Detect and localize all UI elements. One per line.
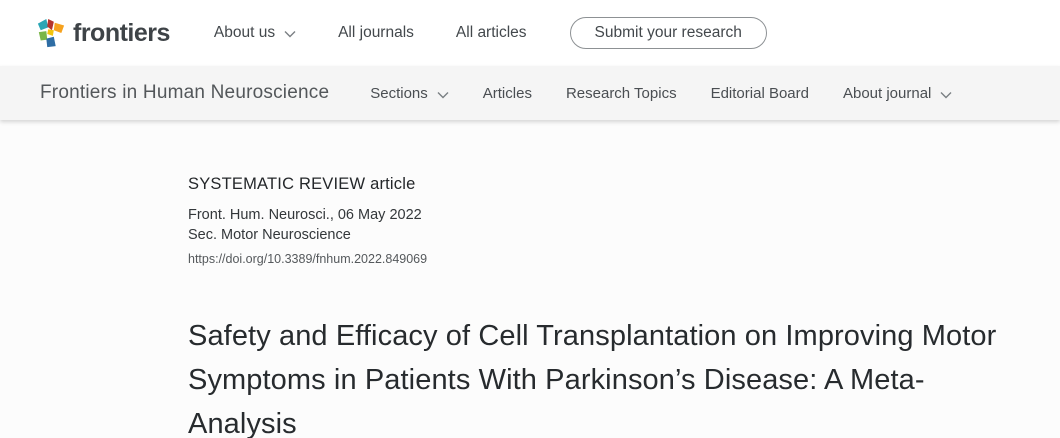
article-type: SYSTEMATIC REVIEW article — [188, 175, 1060, 194]
nav-item-about-us[interactable]: About us — [214, 23, 296, 43]
nav-item-label: Research Topics — [565, 84, 677, 102]
journal-nav-editorial-board[interactable]: Editorial Board — [711, 85, 809, 102]
article-title: Safety and Efficacy of Cell Transplantat… — [188, 320, 997, 438]
nav-item-label: Sections — [370, 84, 428, 102]
nav-item-all-journals[interactable]: All journals — [338, 24, 414, 42]
article-type-label: SYSTEMATIC REVIEW — [188, 175, 366, 193]
article-type-suffix: article — [370, 175, 416, 193]
journal-nav-articles[interactable]: Articles — [483, 85, 532, 102]
nav-item-all-articles[interactable]: All articles — [456, 24, 527, 42]
chevron-down-icon — [284, 25, 296, 43]
chevron-down-icon — [437, 86, 449, 103]
article-header: SYSTEMATIC REVIEW article Front. Hum. Ne… — [0, 120, 1060, 438]
journal-nav-research-topics[interactable]: Research Topics — [566, 85, 677, 102]
article-section: Sec. Motor Neuroscience — [188, 227, 351, 243]
article-citation: Front. Hum. Neurosci., 06 May 2022 — [188, 207, 422, 223]
frontiers-logo[interactable]: frontiers — [36, 17, 170, 49]
journal-nav-sections[interactable]: Sections — [370, 84, 449, 103]
article-doi-link[interactable]: https://doi.org/10.3389/fnhum.2022.84906… — [188, 252, 428, 266]
journal-title-link[interactable]: Frontiers in Human Neuroscience — [40, 82, 330, 103]
submit-research-button[interactable]: Submit your research — [569, 17, 767, 49]
frontiers-wordmark: frontiers — [73, 18, 170, 47]
nav-item-label: Articles — [482, 84, 532, 102]
nav-item-label: All journals — [338, 24, 414, 41]
nav-item-label: About us — [213, 24, 276, 41]
journal-nav-links: Sections Articles Research Topics Editor… — [370, 84, 952, 103]
chevron-down-icon — [940, 86, 952, 103]
nav-item-label: About journal — [842, 84, 932, 102]
nav-item-label: All articles — [455, 24, 527, 41]
top-nav-links: About us All journals All articles — [214, 23, 527, 43]
journal-nav-bar: Frontiers in Human Neuroscience Sections… — [0, 66, 1060, 120]
frontiers-pinwheel-icon — [36, 17, 66, 49]
nav-item-label: Editorial Board — [710, 84, 809, 102]
top-nav: frontiers About us All journals All arti… — [0, 0, 1060, 66]
journal-nav-about-journal[interactable]: About journal — [843, 84, 952, 103]
